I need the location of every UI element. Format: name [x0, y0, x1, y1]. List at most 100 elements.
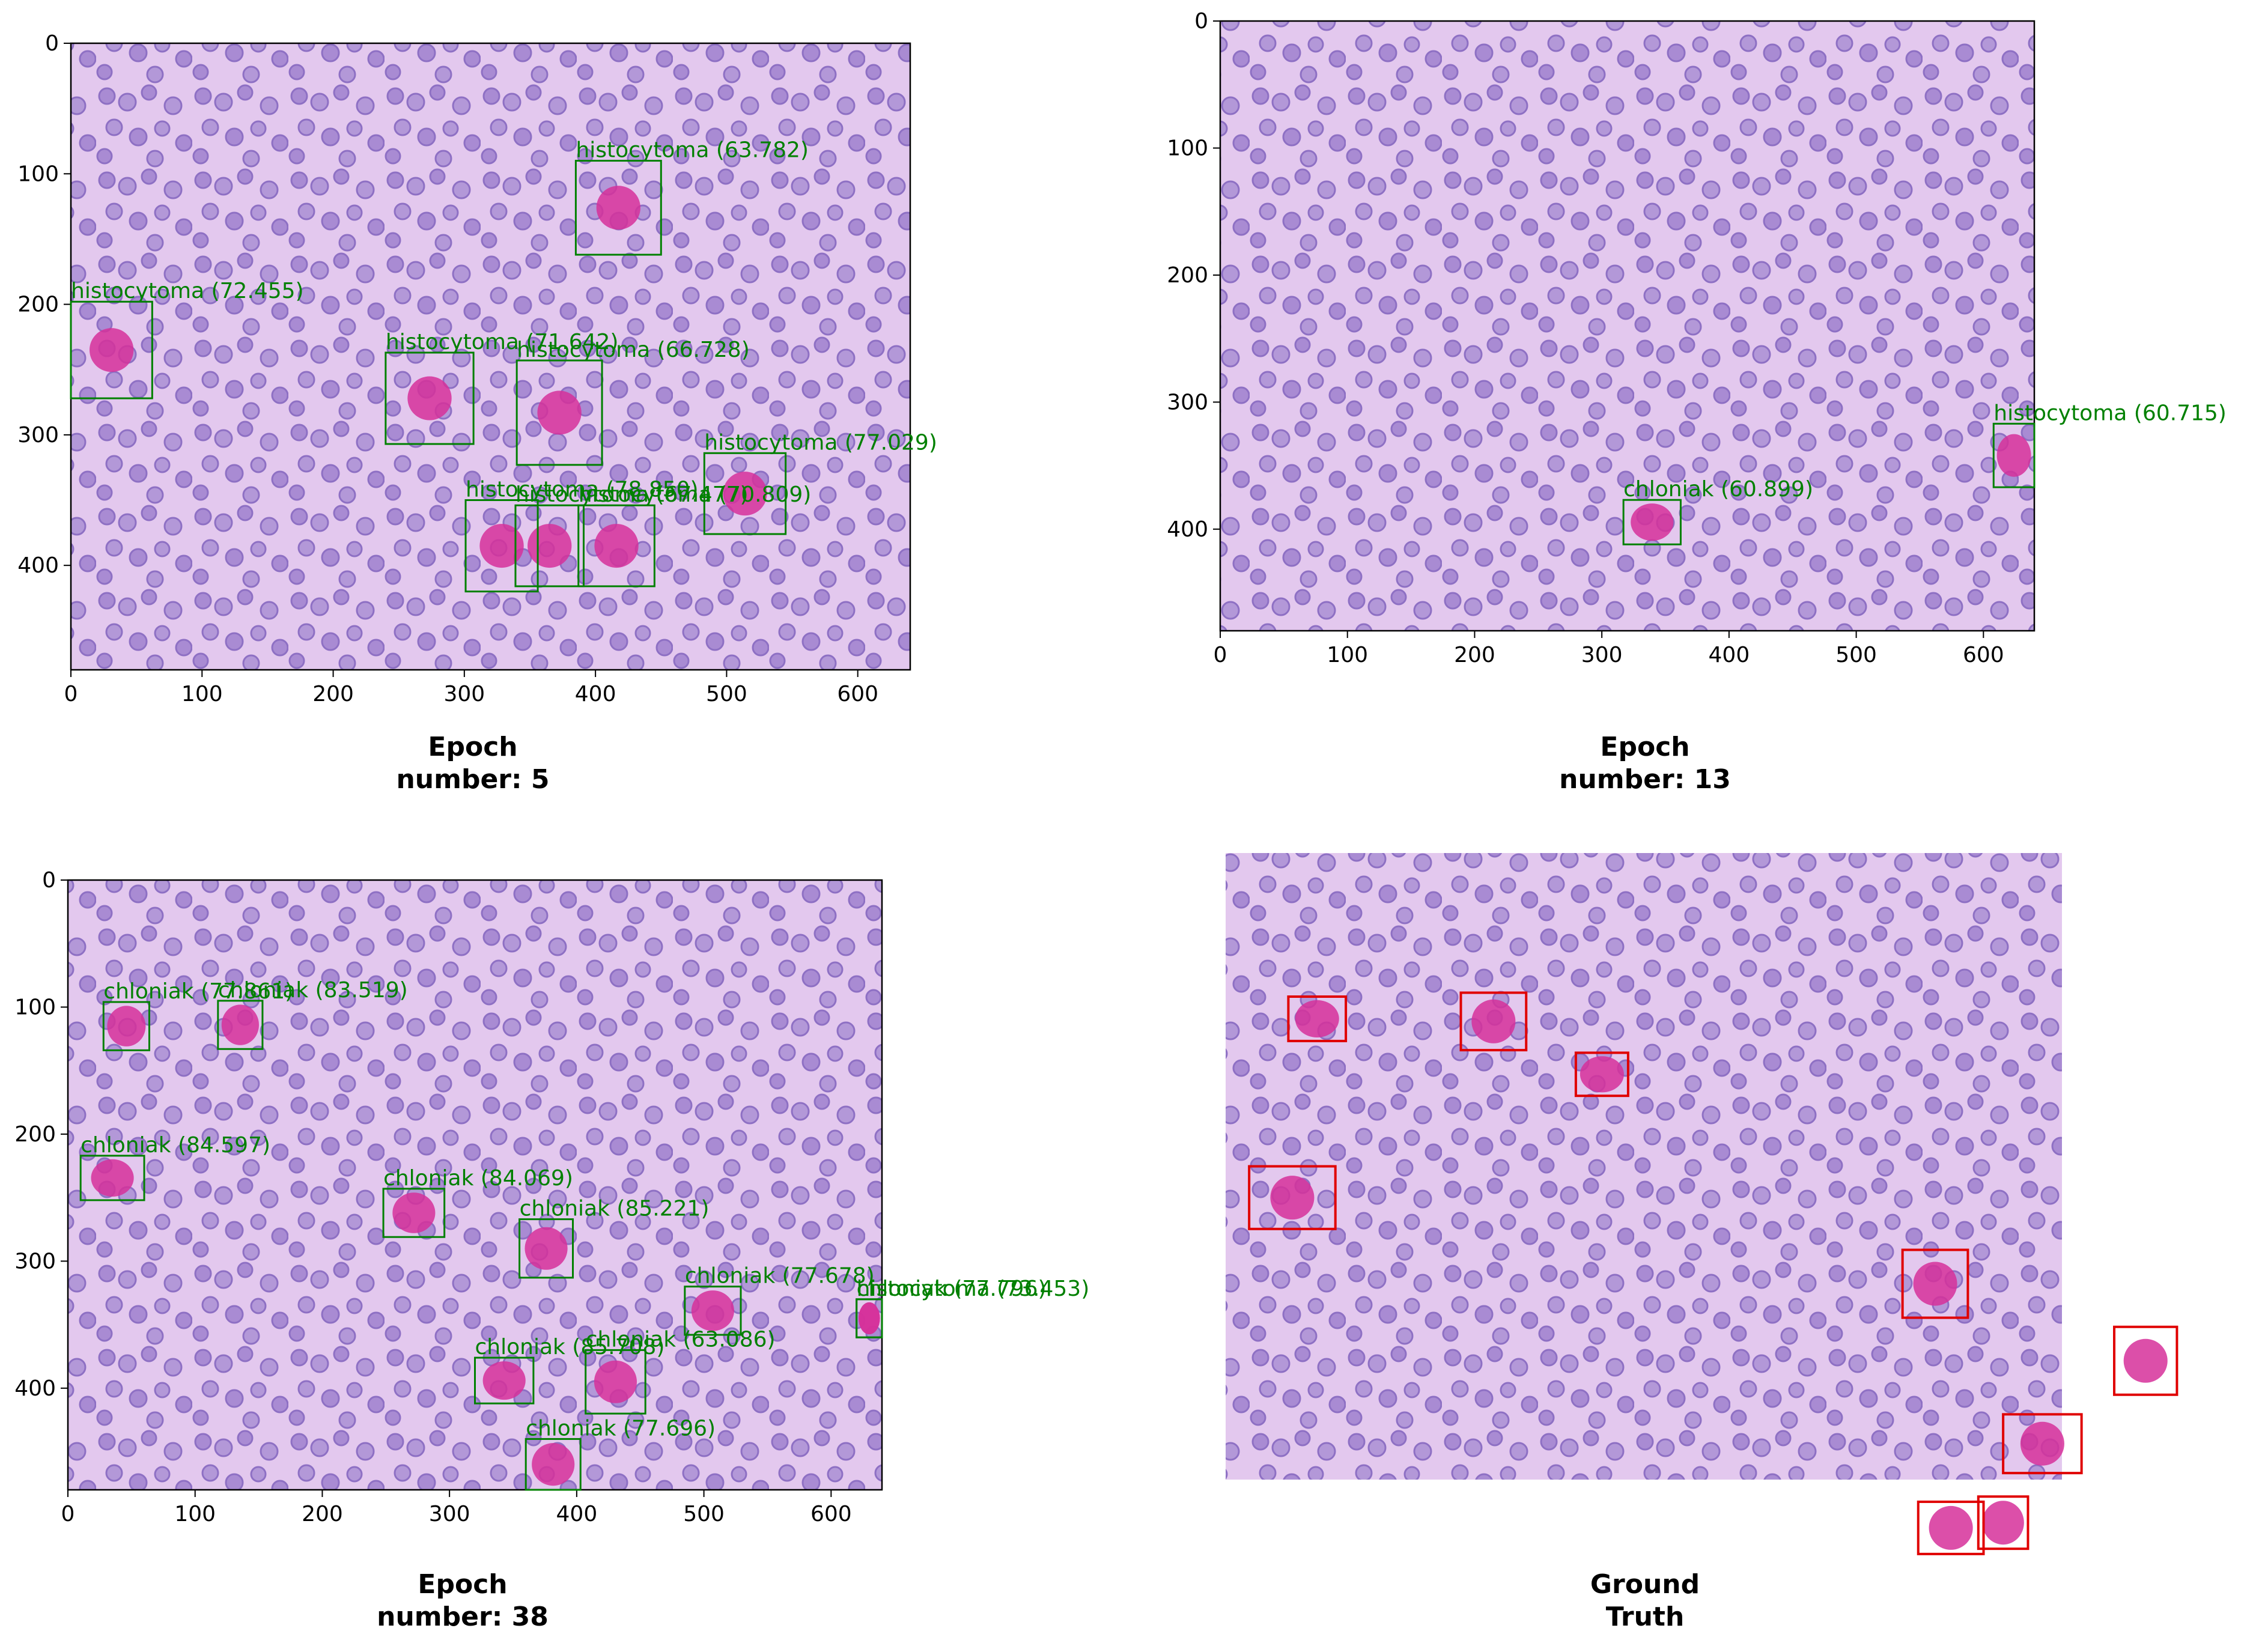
ground-truth-box [1248, 1165, 1337, 1230]
detection-box [703, 452, 787, 535]
detection-label: chloniak (77.678) [685, 1264, 875, 1289]
y-tick-label: 400 [17, 553, 59, 578]
x-tick-label: 400 [575, 682, 616, 706]
detection-label: histocytoma (71.642) [386, 330, 619, 354]
y-tick-label: 0 [42, 868, 56, 893]
y-tick-label: 300 [17, 423, 59, 448]
y-tick-label: 200 [14, 1122, 56, 1147]
stained-cell [1471, 999, 1516, 1043]
ground-truth-box [1574, 1051, 1629, 1098]
x-tick-label: 600 [837, 682, 878, 706]
stained-cell [537, 390, 582, 435]
panel-caption: Epoch [428, 732, 517, 762]
x-tick-label: 100 [181, 682, 223, 706]
detection-label: histocytoma (66.728) [517, 338, 750, 362]
y-tick-label: 0 [45, 31, 59, 56]
detection-box [382, 1188, 446, 1238]
panel-epoch-5: 0 100 200 300 400 500 600 0 100 200 300 400 histocyt… [17, 31, 937, 795]
stained-cell [594, 1360, 637, 1403]
detection-label: chloniak (63.086) [586, 1327, 776, 1352]
stained-cell [859, 1302, 880, 1335]
x-tick-label: 500 [683, 1502, 725, 1526]
stained-cell [407, 376, 452, 421]
detection-label: chloniak (77.796) [857, 1277, 1047, 1301]
ground-truth-box [1287, 995, 1348, 1042]
y-tick-label: 100 [17, 162, 59, 186]
x-tick-label: 100 [174, 1502, 216, 1526]
ground-truth-box [2002, 1413, 2083, 1475]
ground-truth-box [1459, 991, 1528, 1052]
detection-box [574, 160, 662, 256]
detection-label: chloniak (77.696) [526, 1416, 716, 1441]
x-tick-label: 600 [810, 1502, 852, 1526]
x-tick-label: 200 [1454, 643, 1495, 667]
detection-label: chloniak (77.861) [103, 979, 293, 1004]
stained-cell [221, 1004, 260, 1045]
x-tick-label: 400 [556, 1502, 598, 1526]
detection-label: histocytoma (78.850) [466, 478, 699, 502]
detection-box [856, 1298, 883, 1338]
detection-box [1622, 499, 1682, 545]
y-tick-label: 0 [1194, 9, 1208, 34]
panel-caption: Truth [1606, 1602, 1685, 1632]
panel-caption: Epoch [1600, 732, 1689, 762]
stained-cell [2123, 1338, 2168, 1383]
y-tick-label: 200 [17, 293, 59, 317]
detection-label: chloniak (60.899) [1623, 477, 1813, 502]
detection-box [1992, 422, 2036, 488]
microscopy-image [1220, 21, 2034, 631]
detection-box [518, 1218, 574, 1279]
detection-box [515, 359, 603, 466]
panel-epoch-13: 0 100 200 300 400 500 600 0 100 200 300 400 histocyt… [1167, 9, 2227, 795]
x-tick-label: 400 [1709, 643, 1750, 667]
y-tick-label: 400 [14, 1376, 56, 1401]
y-tick-label: 100 [14, 995, 56, 1019]
panel-caption: Ground [1590, 1569, 1700, 1600]
detection-box [684, 1286, 742, 1336]
detection-box [525, 1438, 582, 1491]
axes-frame [1219, 20, 2036, 632]
stained-cell [596, 186, 640, 230]
y-tick-label: 200 [1167, 263, 1208, 288]
x-tick-label: 600 [1963, 643, 2004, 667]
detection-box [474, 1356, 535, 1405]
stained-cell [525, 1227, 568, 1270]
ground-truth-box [2113, 1325, 2179, 1396]
x-tick-label: 0 [61, 1502, 75, 1526]
stained-cell [528, 524, 572, 568]
detection-label: histocytoma (72.455) [71, 279, 304, 303]
panel-caption: Epoch [418, 1569, 507, 1600]
y-tick-label: 300 [14, 1249, 56, 1274]
stained-cell [482, 1361, 526, 1400]
detection-label: chloniak (83.519) [218, 978, 408, 1003]
detection-box [585, 1349, 646, 1415]
detection-label: histocytoma (63.782) [576, 138, 809, 163]
detection-box [102, 1001, 150, 1051]
stained-cell [594, 524, 639, 568]
stained-cell [723, 472, 767, 516]
x-tick-label: 500 [706, 682, 747, 706]
detection-label: histocytoma (73.453) [857, 1277, 1090, 1301]
x-tick-label: 0 [1214, 643, 1227, 667]
panel-epoch-38: 0 100 200 300 400 500 600 0 100 200 300 400 chloniak… [14, 868, 1089, 1632]
x-tick-label: 100 [1327, 643, 1368, 667]
detection-label: chloniak (84.597) [81, 1133, 270, 1158]
stained-cell [392, 1192, 436, 1233]
detection-box [70, 300, 153, 399]
panel-caption: number: 38 [377, 1602, 549, 1632]
stained-cell [89, 328, 134, 372]
x-tick-label: 300 [1581, 643, 1623, 667]
stained-cell [1580, 1056, 1624, 1093]
y-tick-label: 300 [1167, 390, 1208, 415]
y-tick-label: 400 [1167, 517, 1208, 542]
ground-truth-box [1977, 1495, 2030, 1550]
detection-label: chloniak (85.221) [520, 1197, 710, 1221]
x-tick-label: 0 [64, 682, 78, 706]
detection-label: chloniak (85.708) [475, 1335, 665, 1359]
stained-cell [1913, 1262, 1957, 1306]
microscopy-image [1226, 853, 2062, 1480]
detection-box [514, 504, 585, 588]
stained-cell [532, 1443, 575, 1486]
stained-cell [691, 1290, 734, 1331]
detection-box [79, 1155, 145, 1201]
